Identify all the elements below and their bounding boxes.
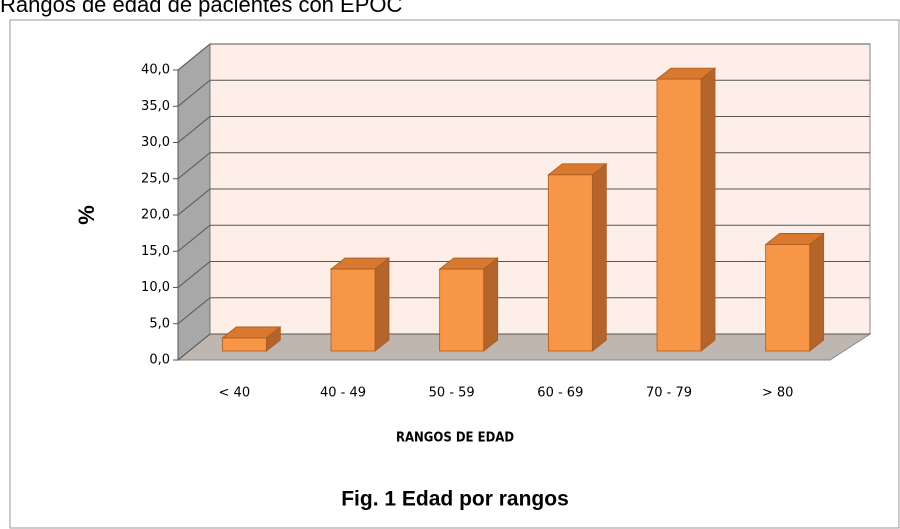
- grid-line: [177, 297, 211, 325]
- y-tick-label: 5,0: [149, 316, 170, 331]
- chart-title: Rangos de edad de pacientes con EPOC: [0, 0, 402, 17]
- y-tick-label: 35,0: [141, 99, 170, 114]
- grid-line: [177, 152, 211, 180]
- grid-line: [177, 333, 211, 361]
- x-axis-label: RANGOS DE EDAD: [396, 431, 514, 446]
- bar-front: [439, 268, 485, 352]
- bar: [438, 257, 499, 352]
- x-tick-label: 60 - 69: [537, 386, 583, 401]
- bar: [547, 163, 608, 352]
- y-tick-label: 0,0: [149, 353, 170, 368]
- y-tick-label: 15,0: [141, 244, 170, 259]
- y-tick-label: 10,0: [141, 280, 170, 295]
- x-tick-label: 70 - 79: [646, 386, 692, 401]
- x-tick-label: > 80: [762, 386, 794, 401]
- grid-line: [177, 116, 211, 143]
- y-tick-label: 25,0: [141, 171, 170, 186]
- x-tick-label: < 40: [219, 386, 251, 401]
- bar: [764, 232, 825, 352]
- bar-side: [591, 163, 607, 352]
- bar-front: [656, 78, 702, 352]
- bar-side: [809, 232, 825, 352]
- grid-line: [177, 261, 211, 288]
- grid-line: [177, 188, 211, 216]
- x-tick-label: 40 - 49: [320, 386, 366, 401]
- bar-front: [330, 268, 376, 352]
- bar-side: [700, 67, 716, 352]
- caption: Fig. 1 Edad por rangos: [341, 488, 569, 511]
- grid-line: [177, 43, 211, 71]
- bar-side: [483, 257, 499, 352]
- bar-front: [221, 337, 267, 352]
- bar: [329, 257, 391, 352]
- bar-side: [374, 257, 390, 352]
- bar: [655, 67, 717, 352]
- y-tick-label: 20,0: [141, 208, 170, 223]
- bar-front: [765, 244, 811, 352]
- bar-front: [547, 174, 593, 352]
- grid-line: [177, 79, 211, 107]
- bar: [221, 326, 282, 352]
- x-tick-label: 50 - 59: [429, 386, 475, 401]
- y-tick-label: 40,0: [141, 63, 170, 78]
- grid-line: [177, 224, 211, 252]
- y-axis-label: %: [74, 205, 99, 225]
- y-tick-label: 30,0: [141, 135, 170, 150]
